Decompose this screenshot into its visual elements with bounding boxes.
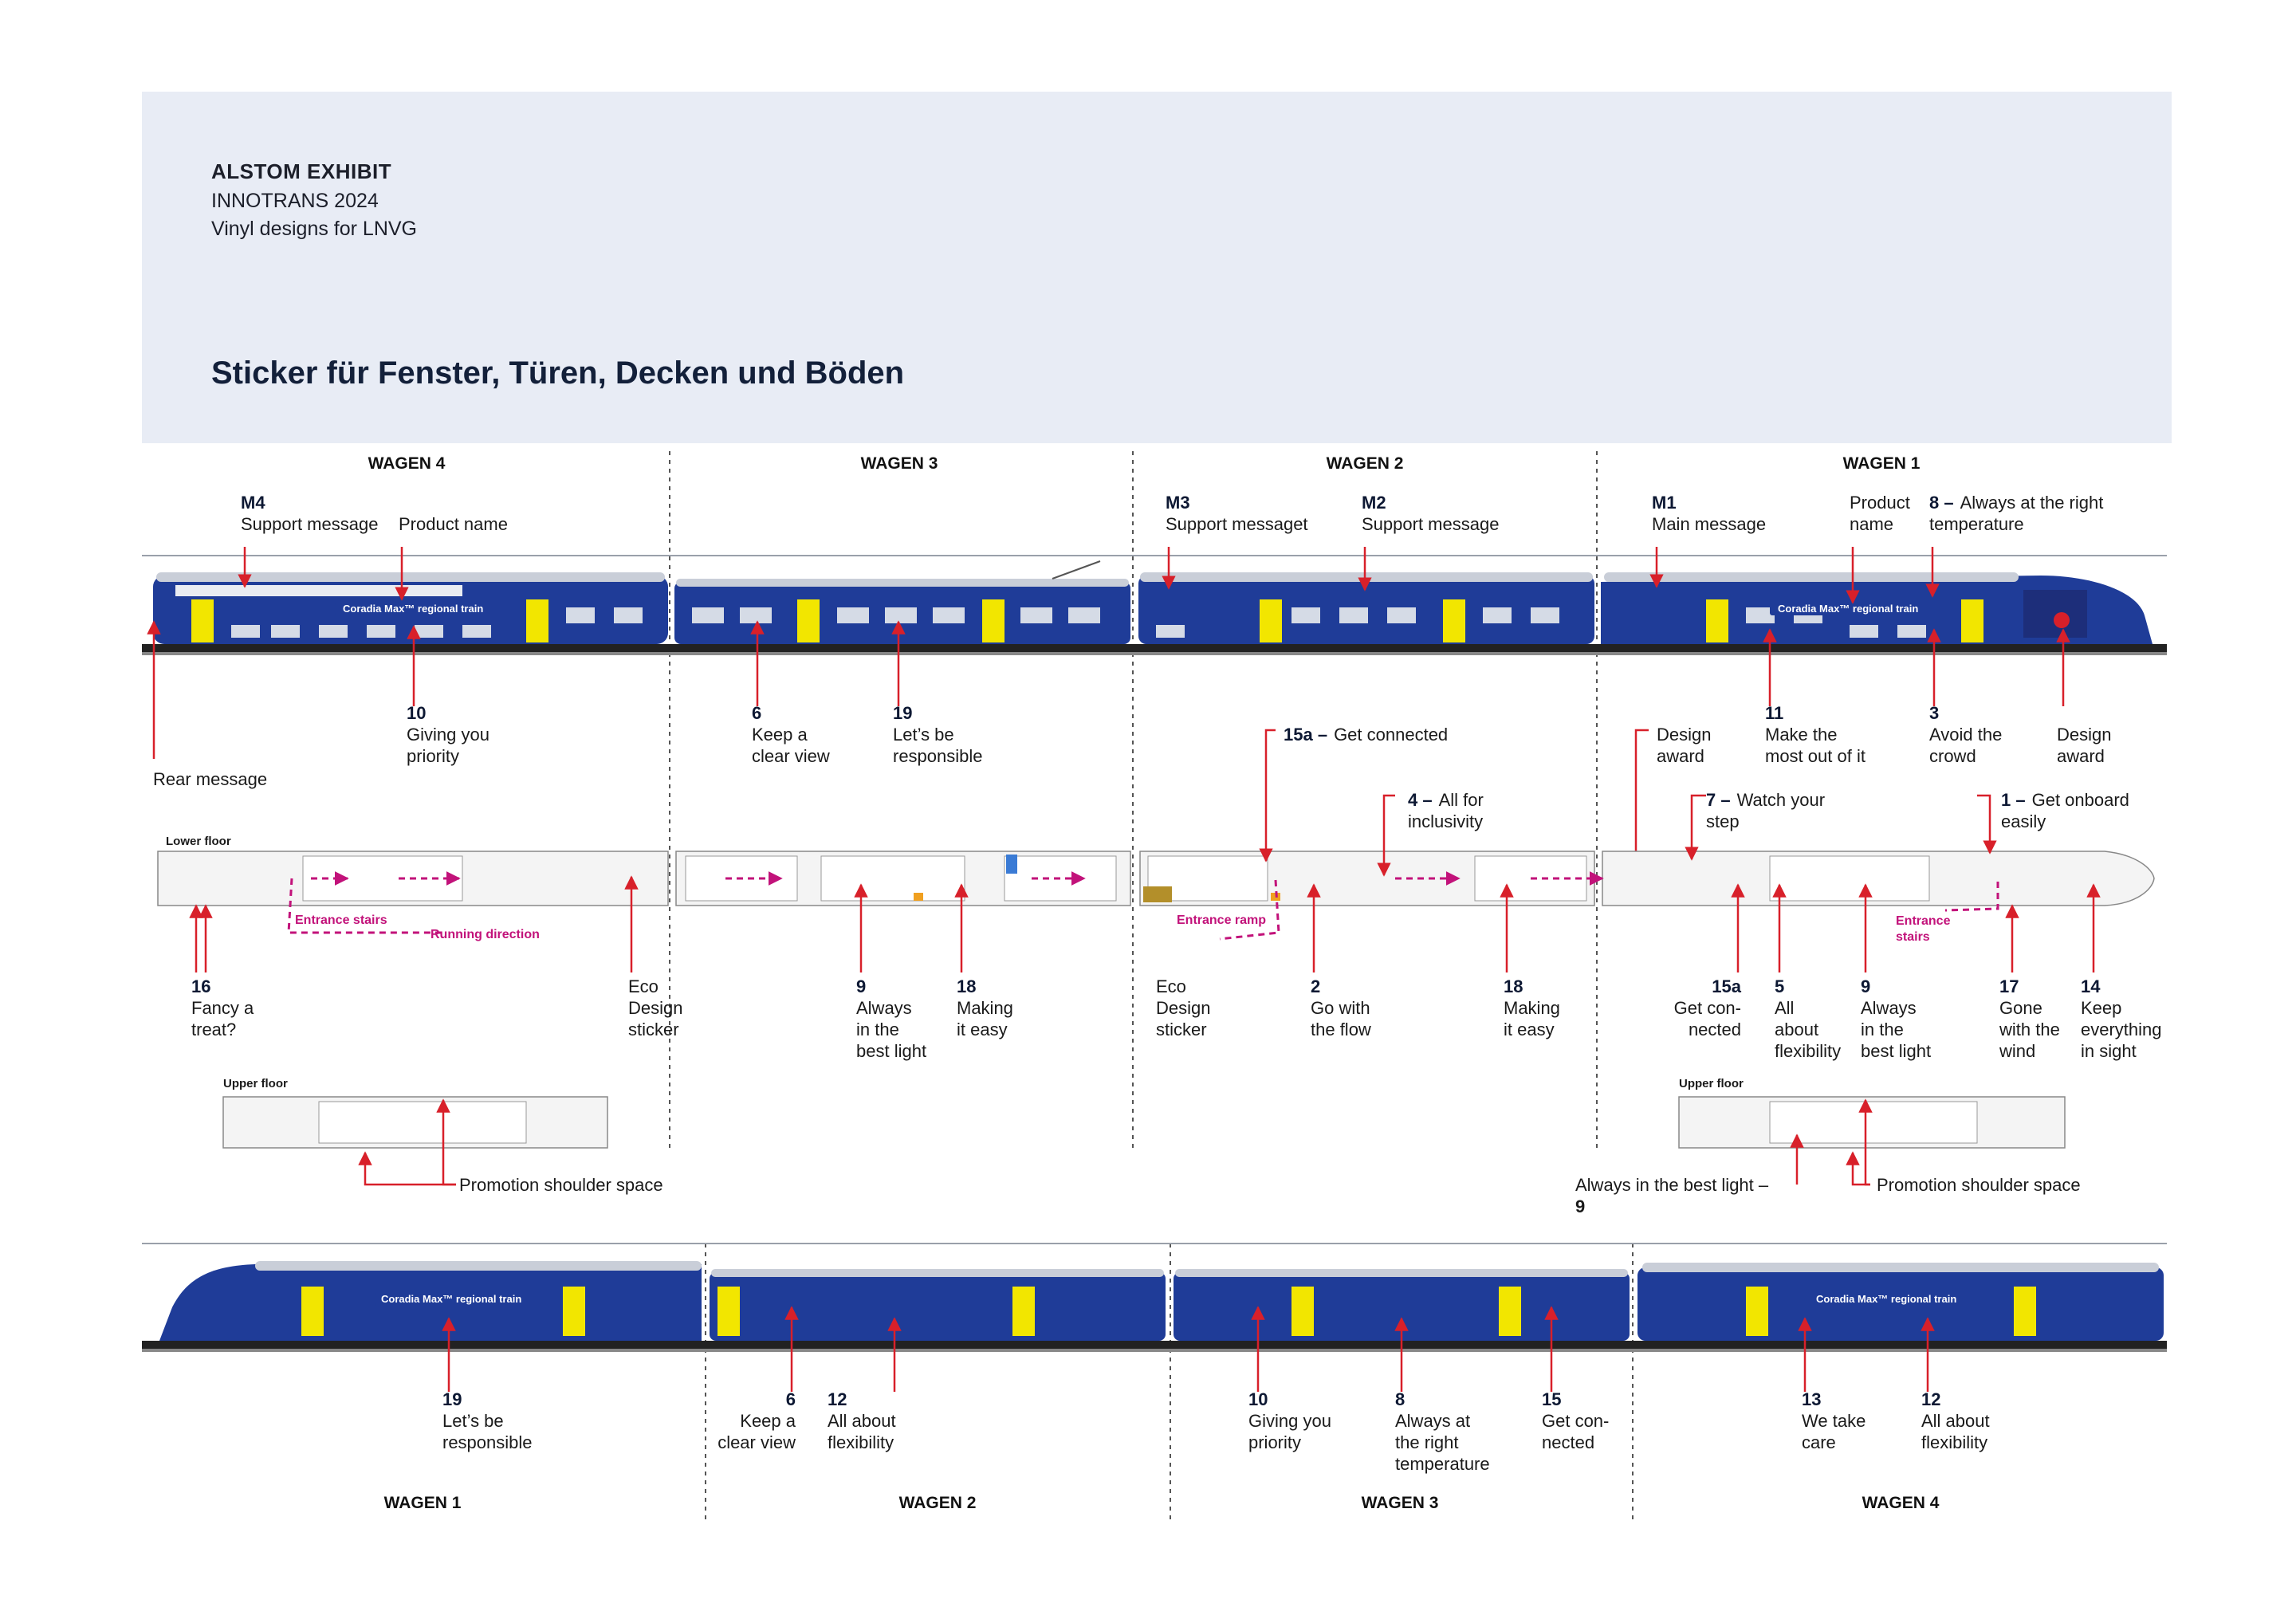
callout-1: 1 – Get onboard easily — [2001, 790, 2129, 831]
top-wagon-label-3: WAGEN 3 — [860, 454, 938, 473]
top-train — [142, 560, 2167, 655]
callout-15a-top: 15a – Get connected — [1284, 725, 1449, 745]
top-wagon-label-4: WAGEN 4 — [368, 454, 446, 473]
header-band — [142, 92, 2172, 443]
callout-product-name-left: Product name — [399, 514, 508, 534]
callout-12-w4: 12 All about flexibility — [1921, 1389, 1990, 1452]
callout-3: 3 Avoid the crowd — [1929, 703, 2003, 766]
callout-8: 8 – Always at the right temperature — [1929, 493, 2104, 534]
callout-10-bottom: 10 Giving you priority — [1248, 1389, 1331, 1452]
bottom-wagon-label-1: WAGEN 1 — [383, 1494, 462, 1512]
bottom-train-badge-left: Coradia Max™ regional train — [381, 1293, 521, 1305]
upper-floor-label-right: Upper floor — [1679, 1077, 1744, 1090]
bottom-wagon-label-2: WAGEN 2 — [898, 1494, 977, 1512]
callout-19-bottom: 19 Let’s be responsible — [442, 1389, 533, 1452]
best-light-number: 9 — [1575, 1196, 1586, 1216]
callout-6-top: 6 Keep a clear view — [752, 703, 830, 766]
callout-promotion-left: Promotion shoulder space — [459, 1175, 663, 1195]
page-title: Sticker für Fenster, Türen, Decken und B… — [211, 356, 905, 391]
running-direction-label: Running direction — [431, 928, 540, 941]
callout-19-top: 19 Let’s be responsible — [893, 703, 983, 766]
callout-18-w3: 18 Making it easy — [957, 976, 1013, 1039]
entrance-ramp-marker — [1143, 886, 1172, 902]
callout-eco-design-2: Eco Design sticker — [1156, 976, 1211, 1039]
top-train-wagon-3 — [674, 560, 1130, 644]
bottom-wagon-label-3: WAGEN 3 — [1361, 1494, 1439, 1512]
bottom-train-badge-right: Coradia Max™ regional train — [1816, 1293, 1956, 1305]
header-line-2: INNOTRANS 2024 — [211, 190, 379, 212]
header-line-3: Vinyl designs for LNVG — [211, 218, 417, 240]
callout-18-w2: 18 Making it easy — [1504, 976, 1560, 1039]
callout-design-award-2: Design award — [2057, 725, 2112, 766]
bottom-wagon-label-4: WAGEN 4 — [1862, 1494, 1940, 1512]
top-train-wagon-4 — [153, 572, 668, 644]
callout-9-w3: 9 Always in the best light — [856, 976, 927, 1061]
entrance-stairs-left-label: Entrance stairs — [295, 914, 387, 927]
callout-rear-message: Rear message — [153, 769, 268, 789]
top-wagon-label-2: WAGEN 2 — [1326, 454, 1404, 473]
callout-m1: M1 Main message — [1652, 493, 1767, 534]
top-train-badge-right: Coradia Max™ regional train — [1778, 603, 1918, 615]
callout-11: 11 Make the most out of it — [1765, 703, 1866, 766]
top-wagon-separators — [669, 451, 1598, 1148]
entrance-stairs-right-label: Entrance stairs — [1896, 914, 1951, 944]
callout-4: 4 – All for inclusivity — [1408, 790, 1484, 831]
callout-16: 16 Fancy a treat? — [191, 976, 254, 1039]
header-line-1: ALSTOM EXHIBIT — [211, 159, 392, 183]
callout-10-top: 10 Giving you priority — [407, 703, 489, 766]
entrance-ramp-label: Entrance ramp — [1177, 914, 1267, 927]
callout-7: 7 – Watch your step — [1706, 790, 1826, 831]
callout-13: 13 We take care — [1802, 1389, 1866, 1452]
top-train-wagon-1 — [1601, 572, 2152, 644]
callout-best-light-upper: Always in the best light – 9 — [1575, 1175, 1769, 1216]
upper-floor-left — [222, 1096, 608, 1149]
callout-9-w1: 9 Always in the best light — [1861, 976, 1932, 1061]
callout-m2: M2 Support message — [1362, 493, 1500, 534]
bottom-wagon-separators — [705, 1244, 1634, 1523]
callout-eco-design-1: Eco Design sticker — [628, 976, 683, 1039]
callout-m3: M3 Support messaget — [1166, 493, 1308, 534]
callout-12-w2: 12 All about flexibility — [828, 1389, 896, 1452]
callout-14: 14 Keep everything in sight — [2081, 976, 2162, 1061]
callout-17: 17 Gone with the wind — [1999, 976, 2060, 1061]
floor-callout-arrows — [189, 729, 2101, 972]
callout-design-award-1: Design award — [1657, 725, 1712, 766]
callout-15-bottom: 15 Get con- nected — [1542, 1389, 1610, 1452]
callout-m4: M4 Support message — [241, 493, 379, 534]
callout-6-bottom: 6 Keep a clear view — [718, 1389, 796, 1452]
callout-8-bottom: 8 Always at the right temperature — [1395, 1389, 1490, 1474]
callout-5: 5 All about flexibility — [1775, 976, 1842, 1061]
bottom-train — [142, 1261, 2167, 1352]
running-direction-flow — [287, 871, 1999, 941]
bottom-callout-arrows — [442, 1306, 1935, 1392]
callout-2: 2 Go with the flow — [1311, 976, 1371, 1039]
callout-15a-bottom: 15a Get con- nected — [1673, 976, 1741, 1039]
callout-promotion-right: Promotion shoulder space — [1877, 1175, 2081, 1195]
upper-floor-label-left: Upper floor — [223, 1077, 288, 1090]
top-wagon-label-1: WAGEN 1 — [1842, 454, 1921, 473]
callout-product-name-right: Product name — [1850, 493, 1910, 534]
upper-floor-right — [1678, 1096, 2066, 1149]
top-train-badge-left: Coradia Max™ regional train — [343, 603, 483, 615]
lower-floor-label: Lower floor — [166, 835, 231, 848]
upper-floor-arrows — [358, 1098, 1873, 1186]
top-train-wagon-2 — [1138, 572, 1594, 644]
